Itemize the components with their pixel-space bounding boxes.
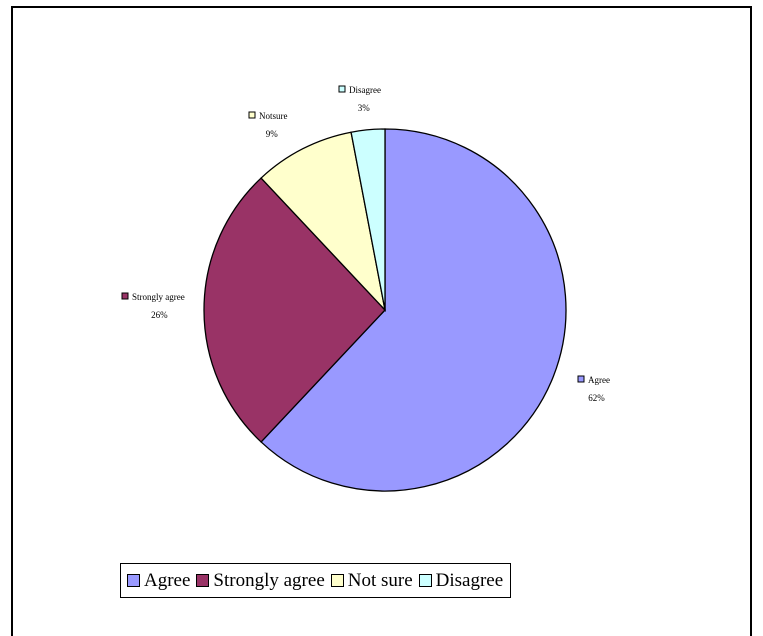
- chart-legend: Agree Strongly agree Not sure Disagree: [120, 563, 512, 598]
- pie-slice-agree: [260, 128, 567, 492]
- legend-item-disagree: Disagree: [418, 569, 504, 592]
- legend-item-strongly-agree: Strongly agree: [196, 569, 325, 592]
- data-label-name-agree: Agree: [588, 375, 610, 385]
- data-label-name-disagree: Disagree: [349, 85, 381, 95]
- chart-frame: Agree 62% Strongly agree 26% Notsure 9% Disagr…: [11, 6, 752, 636]
- data-label-key-agree: [577, 375, 585, 383]
- legend-swatch-disagree: [418, 574, 432, 587]
- data-label-percent-not-sure: 9%: [266, 129, 279, 139]
- data-label-key-strongly-agree: [121, 292, 129, 300]
- pie-slice-strongly-agree: [203, 177, 386, 443]
- data-label-percent-agree: 62%: [588, 393, 605, 403]
- legend-swatch-agree: [127, 574, 140, 587]
- data-label-name-not-sure: Notsure: [259, 111, 288, 121]
- legend-label-not-sure: Not sure: [347, 569, 413, 591]
- legend-label-strongly-agree: Strongly agree: [213, 569, 325, 591]
- data-label-name-strongly-agree: Strongly agree: [132, 292, 185, 302]
- data-label-key-disagree: [338, 85, 346, 93]
- legend-label-agree: Agree: [144, 569, 191, 591]
- legend-swatch-strongly-agree: [196, 574, 210, 587]
- pie-slice-not-sure: [260, 131, 387, 313]
- legend-item-not-sure: Not sure: [330, 569, 413, 592]
- legend-label-disagree: Disagree: [435, 569, 504, 591]
- data-label-percent-disagree: 3%: [358, 103, 371, 113]
- legend-item-agree: Agree: [127, 570, 190, 592]
- data-label-percent-strongly-agree: 26%: [151, 310, 168, 320]
- legend-swatch-not-sure: [330, 574, 344, 587]
- data-label-key-not-sure: [248, 111, 256, 119]
- pie-slice-disagree: [350, 128, 386, 311]
- pie-chart: Agree 62% Strongly agree 26% Notsure 9% Disagr…: [121, 85, 610, 492]
